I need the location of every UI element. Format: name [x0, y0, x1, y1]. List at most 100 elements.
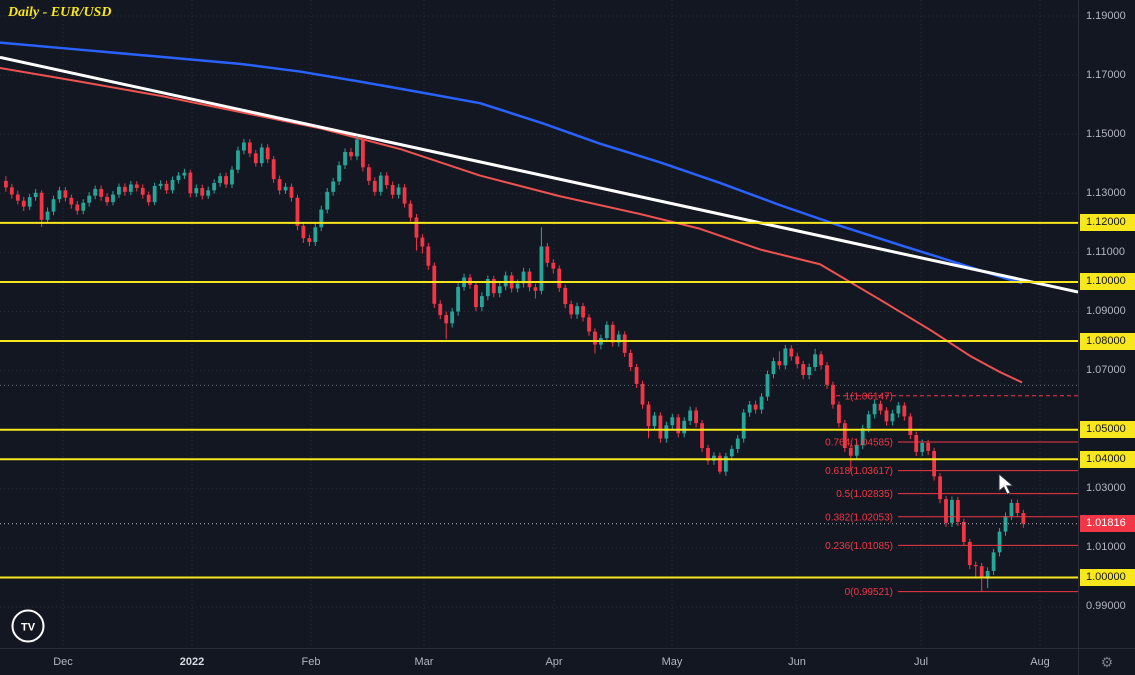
- candle-body-down: [4, 180, 8, 188]
- candle-body-down: [533, 287, 538, 291]
- candle-body-up: [396, 187, 401, 195]
- candle-body-up: [813, 354, 817, 368]
- chart-title: Daily - EUR/USD: [8, 5, 112, 20]
- candle-body-up: [218, 176, 222, 183]
- time-axis-year-label: 2022: [179, 656, 205, 668]
- candle-body-down: [69, 197, 74, 205]
- candle-body-down: [301, 225, 306, 239]
- candle-body-up: [664, 425, 669, 439]
- candle-body-up: [480, 296, 484, 308]
- candle-body-up: [729, 448, 734, 457]
- level-price-badge: 1.08000: [1080, 333, 1135, 350]
- gear-icon[interactable]: ⚙: [1100, 654, 1114, 670]
- current-price-badge: 1.01816: [1080, 515, 1135, 532]
- candle-body-up: [807, 367, 812, 376]
- candle-body-up: [872, 403, 877, 415]
- candle-body-down: [414, 217, 419, 238]
- candle-body-down: [610, 324, 615, 343]
- candle-body-down: [224, 176, 228, 185]
- price-axis-label: 1.09000: [1086, 305, 1126, 317]
- tradingview-logo[interactable]: TV: [10, 608, 46, 644]
- candle-body-up: [450, 311, 455, 324]
- candle-body-up: [991, 552, 996, 571]
- candle-body-down: [426, 246, 431, 266]
- candle-body-down: [646, 404, 651, 427]
- candle-body-up: [259, 147, 264, 164]
- candle-body-down: [188, 172, 193, 194]
- candle-body-up: [152, 185, 157, 203]
- time-axis-month-label: Jul: [913, 656, 929, 668]
- candle-body-up: [712, 455, 716, 461]
- price-axis-label: 0.99000: [1086, 600, 1126, 612]
- candle-body-down: [718, 455, 722, 472]
- candle-body-down: [622, 334, 627, 353]
- level-price-badge: 1.12000: [1080, 214, 1135, 231]
- candle-body-down: [700, 423, 704, 449]
- price-axis-label: 1.19000: [1086, 10, 1126, 22]
- price-axis-label: 1.17000: [1086, 69, 1126, 81]
- price-axis-label: 1.01000: [1086, 541, 1126, 553]
- candle-body-down: [277, 179, 282, 191]
- price-axis-label: 1.15000: [1086, 128, 1126, 140]
- candle-body-down: [961, 521, 966, 542]
- price-axis-label: 1.03000: [1086, 482, 1126, 494]
- candle-body-down: [842, 423, 847, 449]
- tradingview-logo-circle: [11, 609, 45, 643]
- candle-body-up: [206, 190, 211, 196]
- price-axis[interactable]: 1.19000 1.17000 1.15000 1.13000 1.12000 1.110…: [1078, 0, 1135, 648]
- candle-body-up: [313, 227, 318, 243]
- candle-body-up: [182, 172, 187, 176]
- candle-body-down: [789, 348, 794, 357]
- candle-body-down: [349, 151, 353, 157]
- candle-body-up: [236, 150, 240, 170]
- candle-body-down: [247, 142, 252, 154]
- candle-body-up: [194, 187, 199, 194]
- candle-body-down: [265, 147, 270, 160]
- candle-body-down: [444, 315, 449, 324]
- candle-body-down: [551, 262, 556, 269]
- price-chart-canvas[interactable]: 1(1.06147) 0.764(1.04585) 0.618(1.03617) 0.…: [0, 0, 1078, 648]
- level-price-badge: 1.05000: [1080, 421, 1135, 438]
- candle-body-down: [967, 541, 972, 566]
- candle-body-down: [628, 352, 633, 368]
- candle-body-down: [932, 450, 936, 477]
- candle-body-down: [581, 306, 585, 318]
- candle-body-up: [521, 271, 526, 284]
- level-price-badge: 1.00000: [1080, 569, 1135, 586]
- candle-body-down: [420, 237, 425, 247]
- candle-body-down: [694, 410, 698, 424]
- level-price-badge: 1.04000: [1080, 451, 1135, 468]
- candle-body-up: [652, 415, 657, 427]
- candle-body-down: [164, 183, 169, 191]
- candle-body-down: [545, 246, 550, 263]
- candle-body-up: [57, 190, 62, 200]
- candle-body-up: [230, 169, 234, 185]
- candle-body-down: [837, 404, 841, 424]
- candle-body-down: [21, 200, 26, 207]
- candle-body-down: [134, 184, 139, 188]
- time-axis[interactable]: Dec 2022 Feb Mar Apr May Jun Jul Aug: [0, 648, 1078, 675]
- candle-body-up: [27, 197, 32, 207]
- candle-body-up: [331, 181, 336, 192]
- candle-body-down: [474, 284, 478, 308]
- candle-body-down: [289, 186, 294, 198]
- candle-body-down: [831, 384, 835, 405]
- candle-body-down: [432, 265, 437, 304]
- candle-body-up: [515, 283, 520, 289]
- candle-body-down: [753, 404, 758, 410]
- candle-body-down: [944, 499, 948, 523]
- candle-body-up: [783, 348, 788, 366]
- candle-body-up: [355, 139, 359, 157]
- candle-body-up: [158, 183, 163, 186]
- candle-body-up: [378, 175, 383, 192]
- candle-body-down: [372, 180, 377, 192]
- chart-background: [0, 0, 1078, 648]
- fib-level-label: 0.618(1.03617): [825, 466, 893, 477]
- mouse-cursor-icon: [998, 473, 1015, 495]
- fib-level-label: 0.5(1.02835): [836, 489, 893, 500]
- candle-body-down: [491, 278, 496, 294]
- candle-body-up: [890, 413, 895, 422]
- fib-level-label: 1(1.06147): [845, 391, 893, 402]
- candle-body-up: [117, 186, 121, 195]
